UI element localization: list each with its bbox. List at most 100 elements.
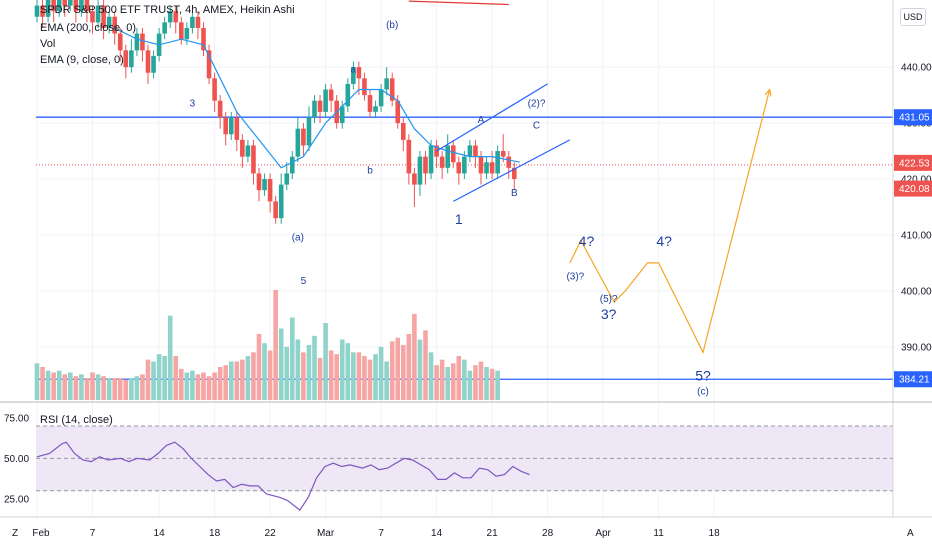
candle-body xyxy=(45,0,51,17)
candle-body xyxy=(145,50,151,73)
volume-bar xyxy=(412,313,417,400)
currency-label: USD xyxy=(903,12,923,22)
volume-bar xyxy=(101,376,106,400)
chart-title: SPDR S&P 500 ETF TRUST, 4h, AMEX, Heikin… xyxy=(40,4,295,16)
price-tag-bg xyxy=(894,154,932,171)
volume-bar xyxy=(195,374,201,400)
volume-bar xyxy=(134,376,140,400)
wave-label: a xyxy=(351,65,357,76)
candle-body xyxy=(384,78,389,90)
volume-bar xyxy=(45,370,51,400)
candle-body xyxy=(401,123,406,140)
wave-label: 3 xyxy=(190,98,196,109)
price-tag-bg xyxy=(894,180,932,197)
candle-body xyxy=(40,5,45,17)
candlesticks xyxy=(34,0,517,224)
candle-body xyxy=(406,139,412,174)
candle-body xyxy=(467,145,473,157)
wave-label: B xyxy=(511,188,518,199)
volume-bar xyxy=(129,378,134,400)
timezone-button[interactable]: Z xyxy=(12,528,19,539)
price-tick-label: 440.00 xyxy=(901,63,932,74)
volume-bar xyxy=(273,290,278,400)
candle-body xyxy=(362,78,367,96)
wave-label: C xyxy=(533,121,540,132)
volume-bar xyxy=(384,361,389,400)
candle-body xyxy=(345,83,351,107)
candle-body xyxy=(228,117,234,135)
wave-label: 5? xyxy=(695,367,711,383)
candle-body xyxy=(190,16,195,28)
candle-body xyxy=(301,128,306,146)
time-tick-label: Mar xyxy=(317,528,335,539)
rsi-title[interactable]: RSI (14, close) xyxy=(40,414,113,426)
volume-bar xyxy=(328,350,334,400)
volume-bar xyxy=(356,352,362,400)
candle-body xyxy=(478,156,484,174)
volume-bar xyxy=(56,370,62,400)
price-tick-label: 420.00 xyxy=(901,175,932,186)
candle-body xyxy=(112,16,117,34)
volume-bar xyxy=(245,356,251,400)
candle-body xyxy=(90,11,95,23)
candle-body xyxy=(445,145,450,168)
indicator-ema200[interactable]: EMA (200, close, 0) xyxy=(40,22,136,34)
currency-badge[interactable]: USD xyxy=(900,8,926,26)
candle-body xyxy=(201,27,206,51)
projection-arrowhead xyxy=(764,88,772,97)
indicator-ema9[interactable]: EMA (9, close, 0) xyxy=(40,54,124,66)
candle-body xyxy=(356,67,362,79)
volume-bar xyxy=(173,356,179,400)
volume-bar xyxy=(362,356,367,400)
volume-bar xyxy=(217,367,223,400)
candle-body xyxy=(84,0,90,12)
candle-body xyxy=(428,145,434,174)
volume-bar xyxy=(123,379,129,400)
volume-bar xyxy=(51,372,56,400)
volume-bar xyxy=(190,370,195,400)
auto-scale-button[interactable]: A xyxy=(907,528,914,539)
volume-bar xyxy=(68,372,73,400)
time-tick-label: 18 xyxy=(209,528,221,539)
volume-bar xyxy=(140,374,145,400)
candle-body xyxy=(206,50,212,79)
volume-bar xyxy=(284,346,290,400)
candle-body xyxy=(106,16,112,28)
price-tag-label: 420.08 xyxy=(899,184,930,195)
wave-label: A xyxy=(478,115,485,126)
candle-body xyxy=(495,151,500,174)
volume-bar xyxy=(495,370,500,400)
volume-bar xyxy=(106,378,112,400)
candle-body xyxy=(284,173,290,185)
candle-body xyxy=(412,173,417,185)
volume-bar xyxy=(117,378,123,400)
volume-bar xyxy=(334,354,339,400)
volume-bar xyxy=(317,357,323,400)
candle-body xyxy=(317,100,323,112)
wave-label: (5)? xyxy=(600,294,618,305)
candle-body xyxy=(68,0,73,6)
time-tick-label: 11 xyxy=(653,528,664,539)
candle-body xyxy=(439,156,445,168)
time-tick-label: Feb xyxy=(32,528,50,539)
indicator-vol[interactable]: Vol xyxy=(40,38,56,50)
volume-bar xyxy=(167,315,173,400)
volume-bar xyxy=(489,368,495,400)
volume-bar xyxy=(478,361,484,400)
volume-bar xyxy=(234,361,240,400)
volume-bar xyxy=(90,372,95,400)
volume-bar xyxy=(462,359,467,400)
time-tick-label: 22 xyxy=(265,528,277,539)
candle-body xyxy=(423,156,428,174)
candle-body xyxy=(179,22,184,40)
volume-bar xyxy=(251,352,256,400)
volume-bar xyxy=(434,365,439,400)
volume-bar xyxy=(278,328,284,400)
volume-bar xyxy=(151,361,156,400)
candle-body xyxy=(245,145,251,157)
volume-bar xyxy=(445,367,450,400)
volume-bar xyxy=(306,345,312,400)
volume-bar xyxy=(351,352,356,400)
volume-bar xyxy=(345,343,351,400)
